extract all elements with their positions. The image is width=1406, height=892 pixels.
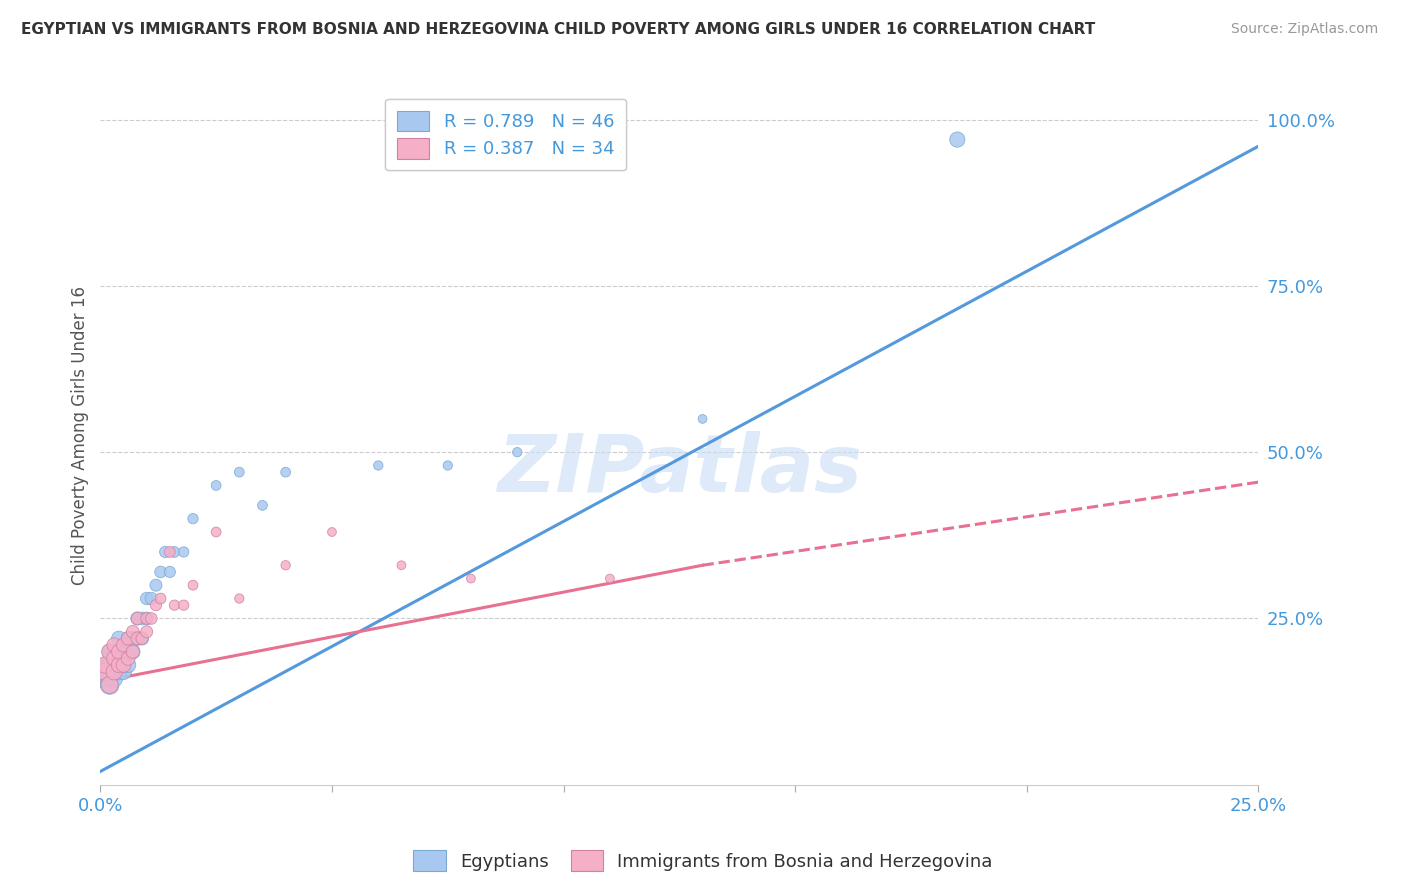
Point [141, 611, 163, 625]
Point [108, 645, 131, 659]
Point [98, 645, 121, 659]
Legend: Egyptians, Immigrants from Bosnia and Herzegovina: Egyptians, Immigrants from Bosnia and He… [406, 843, 1000, 879]
Point [112, 658, 135, 673]
Point [103, 671, 125, 685]
Point [145, 598, 167, 612]
Point [117, 632, 139, 646]
Point [98, 678, 121, 692]
Point [121, 645, 143, 659]
Point [181, 578, 204, 592]
Point [274, 465, 297, 479]
Point [135, 611, 157, 625]
Point [131, 611, 153, 625]
Point [205, 524, 228, 539]
Point [108, 632, 131, 646]
Point [108, 665, 131, 679]
Point [946, 132, 969, 146]
Point [103, 651, 125, 665]
Point [367, 458, 389, 473]
Point [228, 465, 250, 479]
Point [131, 632, 153, 646]
Point [94, 671, 117, 685]
Text: Source: ZipAtlas.com: Source: ZipAtlas.com [1230, 22, 1378, 37]
Point [112, 638, 135, 652]
Point [103, 665, 125, 679]
Y-axis label: Child Poverty Among Girls Under 16: Child Poverty Among Girls Under 16 [72, 286, 89, 585]
Point [127, 611, 149, 625]
Point [159, 565, 181, 579]
Point [181, 512, 204, 526]
Point [94, 658, 117, 673]
Point [173, 545, 195, 559]
Point [163, 598, 186, 612]
Point [94, 658, 117, 673]
Legend: R = 0.789   N = 46, R = 0.387   N = 34: R = 0.789 N = 46, R = 0.387 N = 34 [385, 99, 626, 170]
Point [112, 658, 135, 673]
Point [98, 645, 121, 659]
Point [103, 665, 125, 679]
Point [205, 478, 228, 492]
Point [127, 632, 149, 646]
Point [460, 572, 482, 586]
Point [141, 591, 163, 606]
Point [112, 651, 135, 665]
Point [149, 591, 172, 606]
Point [121, 624, 143, 639]
Point [98, 678, 121, 692]
Point [117, 658, 139, 673]
Point [131, 632, 153, 646]
Point [391, 558, 413, 573]
Point [121, 632, 143, 646]
Point [149, 565, 172, 579]
Point [145, 578, 167, 592]
Point [159, 545, 181, 559]
Point [127, 632, 149, 646]
Point [108, 645, 131, 659]
Point [127, 611, 149, 625]
Point [252, 499, 274, 513]
Point [112, 665, 135, 679]
Point [121, 645, 143, 659]
Point [94, 665, 117, 679]
Point [436, 458, 458, 473]
Point [103, 651, 125, 665]
Text: EGYPTIAN VS IMMIGRANTS FROM BOSNIA AND HERZEGOVINA CHILD POVERTY AMONG GIRLS UND: EGYPTIAN VS IMMIGRANTS FROM BOSNIA AND H… [21, 22, 1095, 37]
Point [108, 658, 131, 673]
Point [135, 591, 157, 606]
Point [98, 658, 121, 673]
Point [103, 658, 125, 673]
Point [94, 665, 117, 679]
Point [506, 445, 529, 459]
Point [135, 624, 157, 639]
Point [98, 665, 121, 679]
Point [153, 545, 176, 559]
Text: ZIPatlas: ZIPatlas [496, 432, 862, 509]
Point [108, 658, 131, 673]
Point [692, 412, 714, 426]
Point [163, 545, 186, 559]
Point [173, 598, 195, 612]
Point [117, 651, 139, 665]
Point [228, 591, 250, 606]
Point [135, 611, 157, 625]
Point [103, 638, 125, 652]
Point [117, 645, 139, 659]
Point [117, 632, 139, 646]
Point [599, 572, 621, 586]
Point [321, 524, 343, 539]
Point [274, 558, 297, 573]
